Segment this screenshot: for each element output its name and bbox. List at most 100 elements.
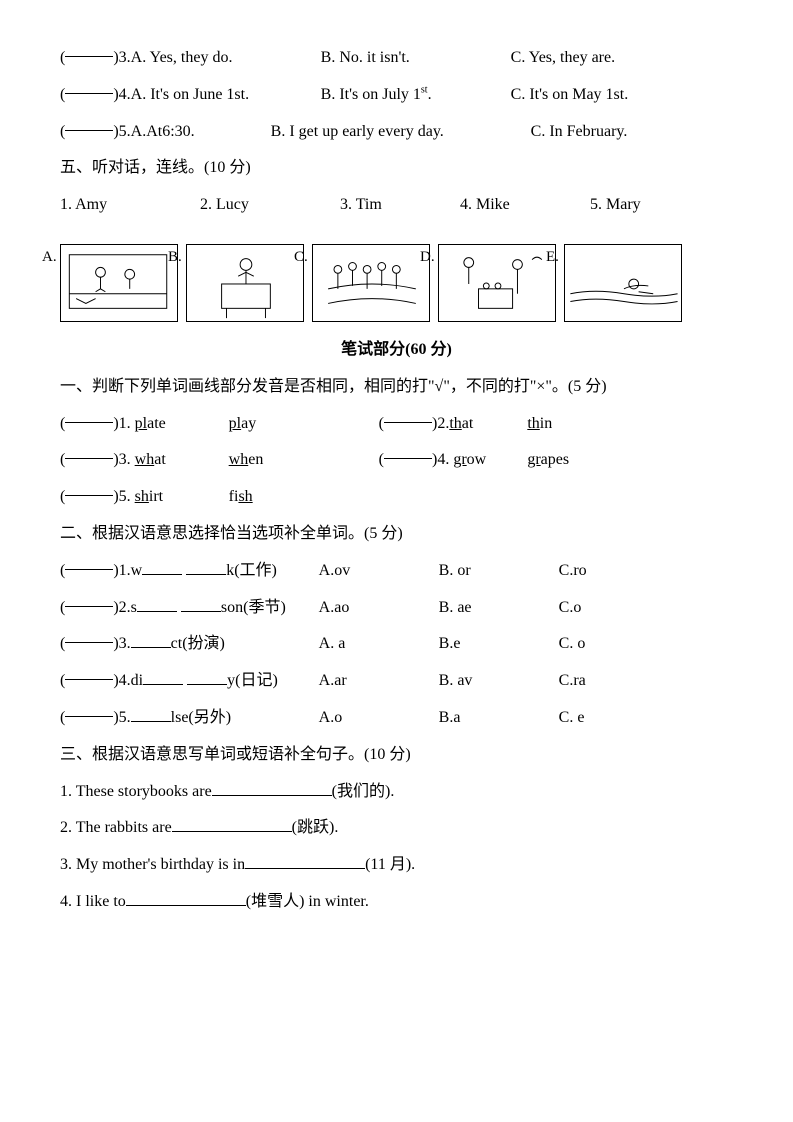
sentence-post: (跳跃). [292,819,339,836]
sentence-pre: 2. The rabbits are [60,819,172,836]
w2-stem: 3.ct(扮演) [119,626,319,663]
section-5-title: 五、听对话，连线。(10 分) [60,150,733,187]
w2-row1: () 1.w k(工作) A.ov B. or C.ro [60,553,733,590]
w2-row2: () 2.s son(季节) A.ao B. ae C.o [60,590,733,627]
answer-blank[interactable] [65,479,113,496]
opt-c: C. It's on May 1st. [511,77,629,114]
answer-blank[interactable] [65,590,113,607]
opt-a: A.At6:30. [131,114,271,151]
image-e [564,244,682,322]
name-5: 5. Mary [590,187,641,224]
opt-b: B. or [439,553,559,590]
w1-3b: when [229,442,379,479]
opt-b-post: . [428,86,432,103]
names-row: 1. Amy 2. Lucy 3. Tim 4. Mike 5. Mary [60,187,733,224]
sentence-pre: 1. These storybooks are [60,783,212,800]
image-b [186,244,304,322]
w1-row1: () 1. plate play () 2.that thin [60,406,733,443]
image-c [312,244,430,322]
opt-b: B. It's on July 1st. [321,77,511,114]
answer-blank[interactable] [65,663,113,680]
fill-blank[interactable] [172,815,292,832]
opt-c: C. In February. [531,114,628,151]
opt-a: A. Yes, they do. [131,40,321,77]
opt-b: B. I get up early every day. [271,114,531,151]
answer-blank[interactable] [65,40,113,57]
sentence-post: (11 月). [365,856,415,873]
sentence-post: (我们的). [332,783,395,800]
w3-s2: 2. The rabbits are (跳跃). [60,810,733,847]
w3-s4: 4. I like to (堆雪人) in winter. [60,884,733,921]
answer-blank[interactable] [65,77,113,94]
answer-blank[interactable] [65,553,113,570]
img-label-b: B. [168,240,182,275]
w3-s3: 3. My mother's birthday is in (11 月). [60,847,733,884]
w1-2a: 2.that [437,406,527,443]
paren-close: )4. [113,77,130,114]
w2-stem: 4.di y(日记) [119,663,319,700]
answer-blank[interactable] [65,406,113,423]
opt-a: A.o [319,700,439,737]
opt-b: B. av [439,663,559,700]
w1-4a: 4. grow [437,442,527,479]
name-1: 1. Amy [60,187,200,224]
answer-blank[interactable] [384,442,432,459]
opt-b: B.e [439,626,559,663]
opt-c: C.ra [559,663,586,700]
w3-s1: 1. These storybooks are (我们的). [60,774,733,811]
w1-title: 一、判断下列单词画线部分发音是否相同，相同的打"√"，不同的打"×"。(5 分) [60,369,733,406]
w2-stem: 1.w k(工作) [119,553,319,590]
name-2: 2. Lucy [200,187,340,224]
w2-row5: () 5.lse(另外) A.o B.a C. e [60,700,733,737]
opt-b: B. No. it isn't. [321,40,511,77]
opt-c: C.o [559,590,582,627]
opt-c: C. o [559,626,586,663]
question-4: ( )4. A. It's on June 1st. B. It's on Ju… [60,77,733,114]
opt-b: B.a [439,700,559,737]
sentence-post: (堆雪人) in winter. [246,893,369,910]
w2-row4: () 4.di y(日记) A.ar B. av C.ra [60,663,733,700]
image-row: A. B. C. [60,244,733,322]
img-label-e: E. [546,240,559,275]
opt-b-sup: st [421,84,428,95]
paren-close: )5. [113,114,130,151]
w1-1b: play [229,406,379,443]
fill-blank[interactable] [245,852,365,869]
w2-row3: () 3.ct(扮演) A. a B.e C. o [60,626,733,663]
w1-4b: grapes [527,442,569,479]
w3-title: 三、根据汉语意思写单词或短语补全句子。(10 分) [60,737,733,774]
answer-blank[interactable] [65,442,113,459]
w1-5b: fish [229,479,253,516]
question-5: ( )5. A.At6:30. B. I get up early every … [60,114,733,151]
answer-blank[interactable] [65,626,113,643]
img-label-c: C. [294,240,308,275]
question-3: ( )3. A. Yes, they do. B. No. it isn't. … [60,40,733,77]
opt-a: A.ar [319,663,439,700]
fill-blank[interactable] [126,889,246,906]
w1-1a: 1. plate [119,406,229,443]
opt-b: B. ae [439,590,559,627]
opt-a: A. It's on June 1st. [131,77,321,114]
w1-row3: () 5. shirt fish [60,479,733,516]
w2-stem: 5.lse(另外) [119,700,319,737]
w1-row2: () 3. what when () 4. grow grapes [60,442,733,479]
w2-stem: 2.s son(季节) [119,590,319,627]
w2-title: 二、根据汉语意思选择恰当选项补全单词。(5 分) [60,516,733,553]
sentence-pre: 3. My mother's birthday is in [60,856,245,873]
opt-c: C.ro [559,553,587,590]
answer-blank[interactable] [65,700,113,717]
sentence-pre: 4. I like to [60,893,126,910]
w1-5a: 5. shirt [119,479,229,516]
opt-c: C. e [559,700,585,737]
img-label-d: D. [420,240,435,275]
answer-blank[interactable] [65,114,113,131]
answer-blank[interactable] [384,406,432,423]
opt-a: A.ov [319,553,439,590]
fill-blank[interactable] [212,779,332,796]
opt-b-pre: B. It's on July 1 [321,86,421,103]
name-3: 3. Tim [340,187,460,224]
name-4: 4. Mike [460,187,590,224]
img-label-a: A. [42,240,57,275]
w1-3a: 3. what [119,442,229,479]
image-a [60,244,178,322]
